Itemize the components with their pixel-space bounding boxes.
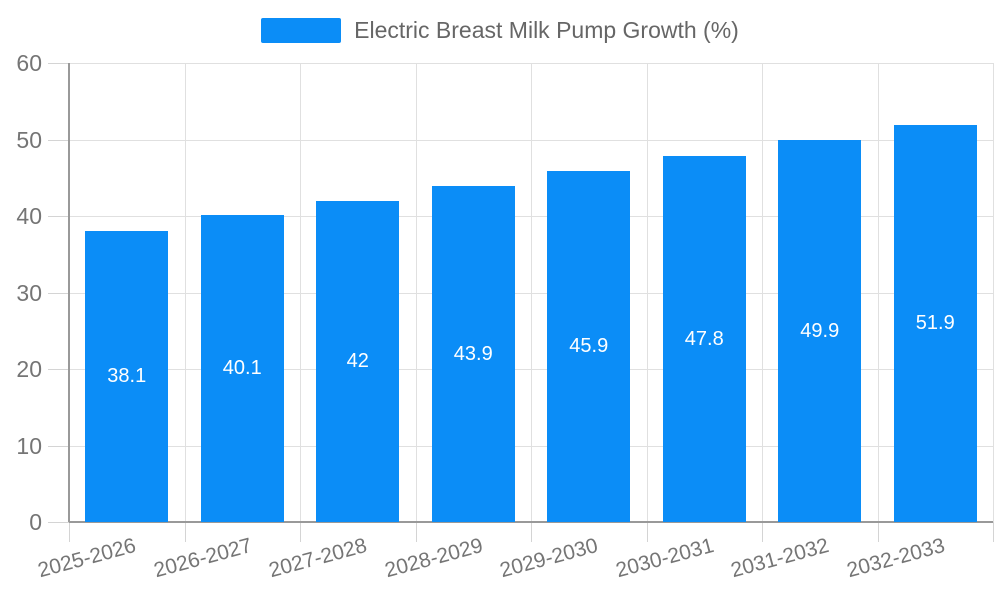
bar-value-label: 42: [346, 349, 369, 372]
x-tick-label: 2031-2032: [728, 534, 832, 583]
legend-label: Electric Breast Milk Pump Growth (%): [354, 16, 739, 43]
x-tick-label: 2029-2030: [497, 534, 601, 583]
x-tick-label: 2030-2031: [613, 534, 717, 583]
x-tick: [69, 522, 70, 542]
x-tick-label: 2032-2033: [844, 534, 948, 583]
bar[interactable]: 49.9: [778, 140, 862, 522]
x-tick-label: 2026-2027: [151, 534, 255, 583]
legend[interactable]: Electric Breast Milk Pump Growth (%): [0, 14, 1000, 46]
gridline-v: [646, 63, 648, 522]
y-tick: [48, 292, 69, 294]
x-tick: [646, 522, 648, 542]
gridline-v: [762, 63, 763, 522]
bar-value-label: 49.9: [800, 319, 840, 342]
x-tick-label: 2028-2029: [382, 534, 486, 583]
bar-value-label: 45.9: [569, 334, 609, 357]
x-tick-label: 2027-2028: [266, 534, 370, 583]
x-tick: [993, 522, 994, 542]
bar[interactable]: 40.1: [200, 215, 284, 522]
bar-value-label: 40.1: [222, 357, 262, 380]
bar[interactable]: 38.1: [85, 230, 169, 522]
y-tick-label: 30: [16, 279, 42, 306]
y-tick: [48, 522, 69, 523]
bar-value-label: 38.1: [107, 364, 147, 387]
gridline-v: [415, 63, 417, 522]
y-tick-label: 20: [16, 356, 42, 382]
y-tick: [48, 216, 69, 217]
x-tick: [531, 522, 532, 542]
gridline-v: [531, 63, 532, 522]
bar[interactable]: 42: [316, 200, 400, 522]
bar-value-label: 51.9: [915, 311, 955, 334]
x-tick: [300, 522, 301, 542]
y-tick-label: 50: [16, 126, 42, 153]
x-tick: [762, 522, 763, 542]
y-tick-label: 60: [16, 50, 42, 76]
legend-swatch: [261, 17, 342, 43]
bar[interactable]: 51.9: [893, 124, 977, 522]
bar-value-label: 47.8: [684, 327, 724, 350]
bar[interactable]: 45.9: [547, 170, 631, 522]
gridline-v: [993, 63, 994, 522]
y-tick: [48, 369, 69, 370]
y-tick: [48, 445, 69, 447]
bar[interactable]: 47.8: [662, 156, 746, 522]
gridline-v: [300, 63, 301, 522]
x-tick: [184, 522, 186, 542]
gridline-v: [877, 63, 879, 522]
bar[interactable]: 43.9: [431, 186, 515, 522]
y-axis-line: [68, 63, 70, 522]
gridline-v: [184, 63, 186, 522]
bar-value-label: 43.9: [453, 342, 493, 365]
x-tick: [877, 522, 879, 542]
y-tick-label: 40: [16, 203, 42, 229]
y-tick: [48, 63, 69, 64]
y-tick-label: 0: [29, 509, 42, 535]
x-tick: [415, 522, 417, 542]
x-tick-label: 2025-2026: [35, 534, 139, 583]
x-axis-line: [69, 521, 993, 523]
y-tick-label: 10: [16, 432, 42, 459]
y-tick: [48, 139, 69, 141]
